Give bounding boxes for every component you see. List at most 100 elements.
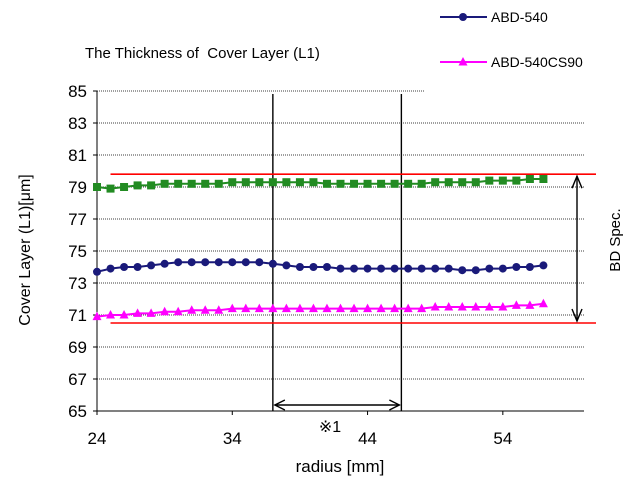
data-point [404, 179, 413, 188]
data-point [336, 264, 345, 273]
data-point [174, 258, 183, 267]
x-tick-label: 34 [223, 429, 242, 448]
data-point [363, 179, 372, 188]
data-point [512, 176, 521, 185]
data-point [471, 266, 480, 275]
grid-lines [97, 90, 584, 380]
data-point [350, 264, 359, 273]
data-point [458, 178, 467, 187]
series-group [93, 175, 548, 193]
data-point [173, 306, 183, 316]
series-group [92, 298, 548, 321]
data-point [539, 261, 548, 270]
data-point [93, 267, 101, 276]
data-point [93, 183, 101, 191]
data-point [417, 303, 427, 313]
data-point [241, 178, 250, 187]
y-tick-label: 79 [68, 178, 87, 197]
data-point [458, 266, 467, 275]
data-point [241, 258, 250, 267]
data-point [160, 259, 169, 268]
data-point [147, 181, 156, 190]
axes [96, 91, 584, 412]
data-point [282, 178, 291, 187]
y-tick-label: 71 [68, 306, 87, 325]
y-tick-label: 83 [68, 114, 87, 133]
data-point [538, 298, 548, 308]
range-annotation-label: ※1 [319, 419, 341, 436]
data-point [525, 175, 534, 183]
data-point [485, 264, 494, 273]
x-tick-label: 54 [493, 429, 512, 448]
spec-arrow-head-top [571, 174, 583, 189]
data-point [417, 264, 426, 273]
data-point [417, 179, 426, 188]
x-axis-label: radius [mm] [296, 457, 385, 476]
series [92, 175, 548, 321]
legend-label: ABD-540CS90 [491, 54, 583, 70]
data-point [187, 258, 196, 267]
chart-title: The Thickness of Cover Layer (L1) [85, 45, 320, 62]
data-point [376, 303, 386, 313]
data-point [295, 303, 305, 313]
legend-label: ABD-540 [491, 9, 548, 25]
data-point [525, 300, 535, 309]
y-tick-label: 67 [68, 370, 87, 389]
data-point [295, 178, 304, 187]
data-point [485, 176, 494, 185]
data-point [255, 258, 264, 267]
data-point [268, 303, 278, 313]
data-point [201, 258, 210, 267]
data-point [525, 263, 534, 271]
data-point [214, 179, 223, 188]
data-point [322, 179, 331, 188]
data-point [444, 178, 453, 187]
data-point [120, 183, 129, 191]
data-point [228, 258, 237, 267]
data-point [308, 303, 318, 313]
data-point [350, 179, 359, 188]
data-point [120, 263, 129, 271]
data-point [444, 302, 454, 311]
y-tick-label: 75 [68, 242, 87, 261]
data-point [471, 302, 481, 311]
data-point [92, 311, 102, 321]
data-point [147, 261, 156, 270]
data-point [214, 305, 224, 314]
range-arrow-head-left [273, 399, 286, 411]
y-tick-label: 77 [68, 210, 87, 229]
data-point [322, 263, 331, 271]
data-point [512, 263, 521, 271]
data-point [457, 302, 467, 311]
data-point [281, 303, 291, 313]
data-point [295, 263, 304, 271]
data-point [200, 305, 210, 314]
data-point [390, 264, 399, 273]
legend-item: ABD-540CS90 [440, 54, 583, 70]
data-point [255, 178, 264, 187]
data-point [146, 308, 156, 317]
data-point [336, 303, 345, 313]
data-point [444, 264, 453, 273]
data-point [336, 179, 345, 188]
data-point [201, 179, 210, 188]
data-point [133, 263, 142, 271]
data-point [133, 308, 143, 317]
x-tick-label: 44 [358, 429, 377, 448]
data-point [174, 179, 183, 188]
data-point [377, 179, 386, 188]
y-axis-label: Cover Layer (L1)[μm] [17, 174, 34, 325]
legend: ABD-540 ABD-540CS90 [440, 9, 583, 70]
data-point [498, 176, 507, 185]
data-point [403, 303, 413, 313]
data-point [241, 303, 251, 313]
range-arrow-head-right [389, 399, 401, 411]
data-point [227, 303, 237, 313]
data-point [349, 303, 359, 313]
data-point [390, 303, 400, 313]
legend-marker [459, 13, 467, 21]
y-tick-labels: 65 67 69 71 73 75 77 79 81 83 85 [68, 82, 97, 421]
data-point [119, 310, 129, 319]
data-point [484, 302, 494, 311]
data-point [309, 263, 318, 271]
